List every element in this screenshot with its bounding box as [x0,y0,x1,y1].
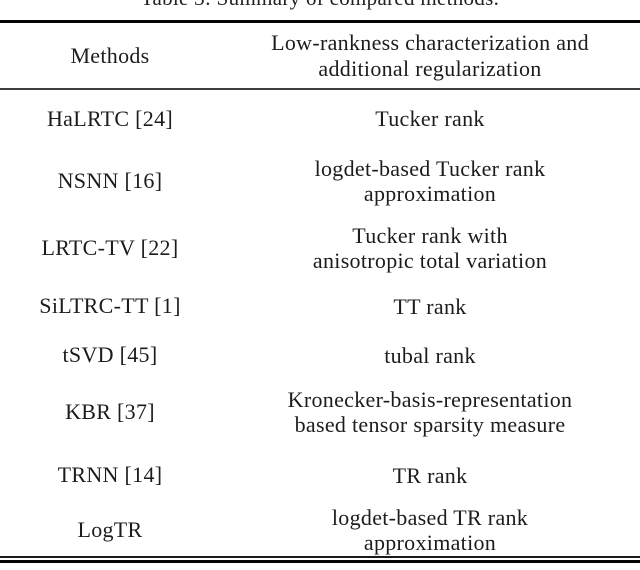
header-methods: Methods [70,42,150,68]
method-cell: TRNN [14] [57,462,163,487]
description-line: Kronecker-basis-representation [287,387,573,412]
table-body: HaLRTC [24] Tucker rank NSNN [16] logdet… [0,90,640,556]
method-cell: LogTR [77,517,143,542]
description-cell: logdet-based TR rank approximation [220,505,640,555]
description-line: Tucker rank with [352,222,508,248]
header-description: Low-rankness characterization and additi… [220,30,640,82]
description-line: anisotropic total variation [312,247,548,273]
description-cell: Tucker rank with anisotropic total variat… [220,223,640,273]
table-row: HaLRTC [24] Tucker rank [0,90,640,147]
description-line: TR rank [392,462,468,488]
header-description-line1: Low-rankness characterization and [271,29,589,55]
bottom-rule-thin-line [0,556,640,558]
description-cell: logdet-based Tucker rank approximation [220,156,640,206]
table-row: NSNN [16] logdet-based Tucker rank approx… [0,147,640,215]
method-cell: NSNN [16] [57,168,163,193]
method-cell: LRTC-TV [22] [41,234,179,260]
table-row: SiLTRC-TT [1] TT rank [0,280,640,332]
description-line: approximation [363,530,497,555]
description-line: tubal rank [384,342,476,368]
description-line: approximation [363,181,497,206]
table-row: KBR [37] Kronecker-basis-representation b… [0,378,640,446]
table-row: LRTC-TV [22] Tucker rank with anisotropic… [0,215,640,280]
table-top-rule [0,20,640,23]
description-cell: Kronecker-basis-representation based tens… [220,387,640,437]
table-mid-rule [0,88,640,90]
description-line: based tensor sparsity measure [294,412,566,437]
method-cell: SiLTRC-TT [1] [39,293,181,318]
table-header-row: Methods Low-rankness characterization an… [0,23,640,88]
description-line: logdet-based TR rank [331,505,529,530]
description-cell: Tucker rank [220,106,640,131]
table-row: TRNN [14] TR rank [0,446,640,504]
method-cell: KBR [37] [65,399,155,424]
description-cell: TR rank [220,463,640,488]
description-line: Tucker rank [375,106,485,131]
description-line: TT rank [393,293,467,319]
table-row: tSVD [45] tubal rank [0,332,640,378]
bottom-rule-thick-line [0,560,640,563]
method-cell: tSVD [45] [62,342,158,367]
table-caption: Table 3: Summary of compared methods. [0,0,640,11]
method-cell: HaLRTC [24] [46,105,173,131]
bottom-rule-gap [0,558,640,560]
table-bottom-rule [0,556,640,563]
description-line: logdet-based Tucker rank [314,156,546,181]
description-cell: TT rank [220,294,640,319]
header-description-line2: additional regularization [318,55,542,81]
table-row: LogTR logdet-based TR rank approximation [0,504,640,556]
description-cell: tubal rank [220,343,640,368]
